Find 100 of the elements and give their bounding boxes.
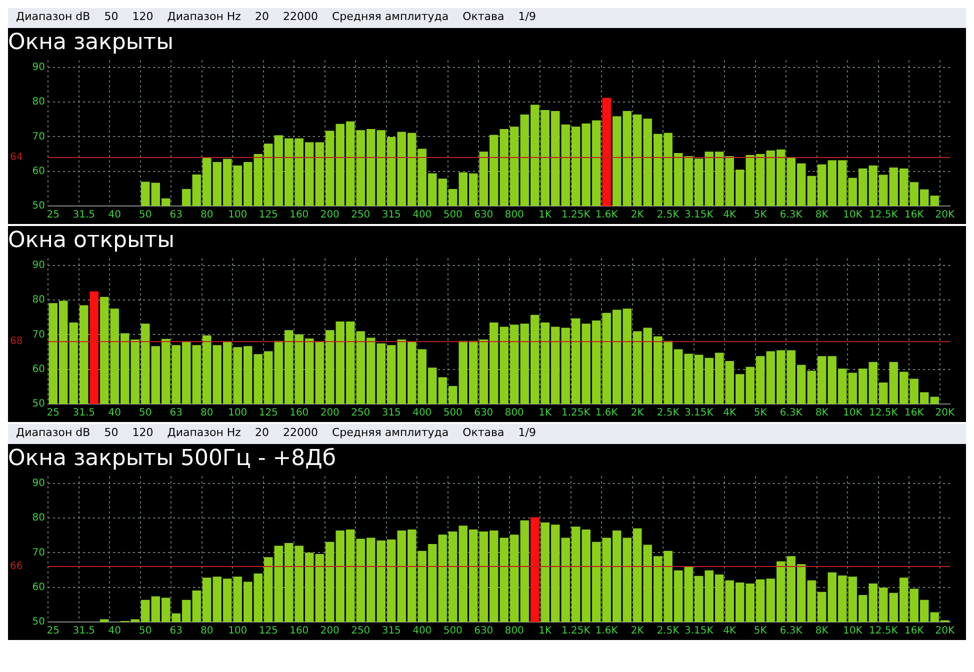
x-tick-label: 160	[290, 408, 309, 419]
x-tick-label: 5K	[754, 626, 768, 637]
x-tick-label: 100	[228, 626, 248, 637]
x-tick-label: 250	[351, 408, 370, 419]
text: 1/9	[518, 10, 536, 25]
x-tick-label: 10K	[842, 210, 863, 221]
x-tick-label: 1K	[538, 626, 552, 637]
x-tick-label: 200	[320, 626, 340, 637]
text: Диапазон dB	[16, 426, 90, 441]
x-tick-label: 125	[258, 210, 278, 221]
x-tick-label: 1.6K	[595, 408, 618, 419]
x-tick-label: 2.5K	[656, 626, 680, 637]
text: 50	[104, 426, 118, 441]
x-tick-label: 5K	[754, 408, 768, 419]
x-tick-label: 125	[258, 408, 278, 419]
x-tick-label: 1.25K	[561, 626, 591, 637]
y-tick-label: 70	[32, 131, 45, 142]
x-tick-label: 16K	[904, 408, 924, 419]
y-tick-label: 70	[32, 329, 45, 340]
x-tick-label: 2K	[630, 408, 644, 419]
x-tick-label: 20K	[935, 210, 955, 221]
x-tick-label: 125	[258, 626, 278, 637]
x-tick-label: 4K	[723, 626, 737, 637]
x-tick-label: 4K	[723, 408, 737, 419]
x-tick-label: 250	[351, 210, 370, 221]
x-tick-label: 100	[228, 408, 248, 419]
x-tick-label: 12.5K	[868, 210, 898, 221]
y-tick-label: 90	[32, 260, 45, 271]
x-tick-label: 3.15K	[684, 626, 714, 637]
text: Диапазон dB	[16, 10, 90, 25]
x-tick-label: 25	[46, 626, 60, 637]
text: 120	[132, 10, 154, 25]
x-tick-label: 50	[139, 210, 152, 221]
x-tick-label: 1.6K	[595, 626, 618, 637]
x-tick-label: 1.25K	[561, 210, 591, 221]
x-tick-label: 500	[443, 210, 462, 221]
x-tick-label: 2.5K	[656, 408, 680, 419]
x-tick-label: 20K	[935, 626, 955, 637]
x-tick-label: 630	[474, 408, 494, 419]
x-tick-label: 63	[170, 408, 182, 419]
x-tick-label: 8K	[815, 210, 829, 221]
x-tick-label: 200	[320, 408, 340, 419]
x-tick-label: 6.3K	[780, 210, 803, 221]
x-tick-label: 2K	[630, 210, 644, 221]
text: 20	[254, 426, 269, 441]
x-tick-label: 1.25K	[561, 408, 591, 419]
x-tick-label: 800	[504, 210, 524, 221]
x-tick-label: 40	[108, 210, 121, 221]
x-tick-label: 63	[170, 210, 182, 221]
y-tick-label: 80	[32, 294, 45, 306]
x-tick-label: 50	[139, 626, 152, 637]
x-tick-label: 8K	[815, 626, 829, 637]
text: 22000	[282, 426, 318, 441]
x-tick-label: 5K	[754, 210, 768, 221]
x-tick-label: 400	[412, 626, 432, 637]
text: Октава	[462, 426, 504, 441]
x-tick-label: 80	[200, 408, 214, 419]
text: Средняя амплитуда	[332, 10, 449, 25]
x-tick-label: 10K	[842, 408, 863, 419]
ref-line-label: 68	[10, 336, 23, 348]
text: Диапазон Hz	[167, 10, 241, 25]
x-tick-label: 160	[290, 210, 309, 221]
x-tick-label: 2K	[630, 626, 644, 637]
x-tick-label: 2.5K	[656, 210, 680, 221]
x-tick-label: 50	[139, 408, 152, 419]
chart-title: Окна закрыты	[8, 30, 174, 55]
x-tick-label: 40	[108, 408, 121, 419]
x-tick-label: 6.3K	[780, 408, 803, 419]
text: 50	[104, 10, 118, 25]
x-tick-label: 3.15K	[684, 210, 714, 221]
x-tick-label: 800	[504, 408, 524, 419]
y-tick-label: 90	[32, 478, 45, 489]
x-tick-label: 6.3K	[780, 626, 803, 637]
x-tick-label: 16K	[904, 626, 924, 637]
text: 22000	[282, 10, 318, 25]
x-tick-label: 80	[200, 210, 214, 221]
x-tick-label: 12.5K	[868, 626, 898, 637]
x-tick-label: 1K	[538, 210, 552, 221]
text: 20	[254, 10, 269, 25]
y-tick-label: 50	[32, 398, 45, 410]
text: 1/9	[518, 426, 536, 441]
x-tick-label: 31.5	[72, 626, 96, 637]
text: Октава	[462, 10, 504, 25]
x-tick-label: 80	[200, 626, 214, 637]
x-tick-label: 4K	[723, 210, 737, 221]
x-tick-label: 100	[228, 210, 248, 221]
x-tick-label: 20K	[935, 408, 955, 419]
y-tick-label: 50	[32, 200, 45, 212]
ref-line-label: 64	[10, 152, 23, 164]
x-tick-label: 315	[382, 210, 401, 221]
chart-title: Окна открыты	[8, 228, 175, 253]
x-tick-label: 16K	[904, 210, 924, 221]
chart-title: Окна закрыты 500Гц - +8Дб	[8, 446, 336, 471]
x-tick-label: 31.5	[72, 210, 96, 221]
x-tick-label: 400	[412, 408, 432, 419]
x-tick-label: 10K	[842, 626, 863, 637]
x-tick-label: 800	[504, 626, 524, 637]
x-tick-label: 12.5K	[868, 408, 898, 419]
y-tick-label: 80	[32, 96, 45, 108]
x-tick-label: 315	[382, 408, 401, 419]
